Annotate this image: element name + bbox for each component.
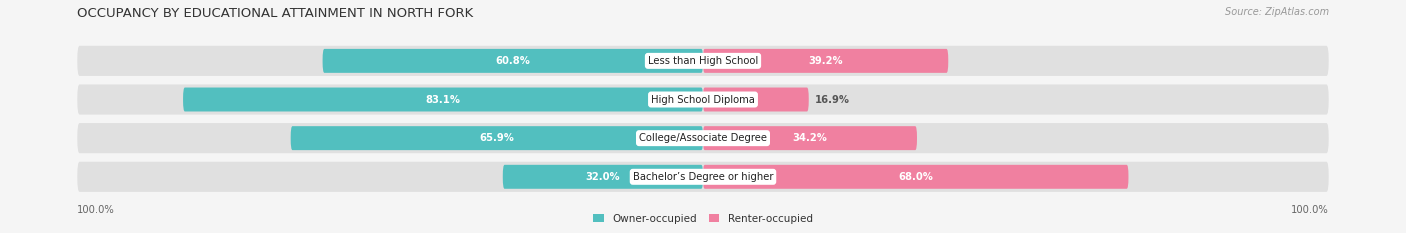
FancyBboxPatch shape bbox=[77, 84, 1329, 115]
Text: 100.0%: 100.0% bbox=[77, 205, 115, 215]
FancyBboxPatch shape bbox=[503, 165, 703, 189]
FancyBboxPatch shape bbox=[703, 88, 808, 111]
Text: 83.1%: 83.1% bbox=[426, 95, 461, 105]
FancyBboxPatch shape bbox=[703, 49, 948, 73]
Text: 32.0%: 32.0% bbox=[585, 172, 620, 182]
FancyBboxPatch shape bbox=[703, 165, 1129, 189]
FancyBboxPatch shape bbox=[291, 126, 703, 150]
FancyBboxPatch shape bbox=[77, 46, 1329, 76]
FancyBboxPatch shape bbox=[322, 49, 703, 73]
FancyBboxPatch shape bbox=[77, 162, 1329, 192]
FancyBboxPatch shape bbox=[703, 126, 917, 150]
Text: 60.8%: 60.8% bbox=[495, 56, 530, 66]
Text: 39.2%: 39.2% bbox=[808, 56, 844, 66]
Text: Less than High School: Less than High School bbox=[648, 56, 758, 66]
FancyBboxPatch shape bbox=[77, 123, 1329, 153]
Legend: Owner-occupied, Renter-occupied: Owner-occupied, Renter-occupied bbox=[589, 209, 817, 228]
FancyBboxPatch shape bbox=[183, 88, 703, 111]
Text: 68.0%: 68.0% bbox=[898, 172, 934, 182]
Text: 65.9%: 65.9% bbox=[479, 133, 515, 143]
Text: 34.2%: 34.2% bbox=[793, 133, 827, 143]
Text: Source: ZipAtlas.com: Source: ZipAtlas.com bbox=[1225, 7, 1329, 17]
Text: High School Diploma: High School Diploma bbox=[651, 95, 755, 105]
Text: College/Associate Degree: College/Associate Degree bbox=[638, 133, 768, 143]
Text: OCCUPANCY BY EDUCATIONAL ATTAINMENT IN NORTH FORK: OCCUPANCY BY EDUCATIONAL ATTAINMENT IN N… bbox=[77, 7, 474, 20]
Text: 16.9%: 16.9% bbox=[815, 95, 851, 105]
Text: 100.0%: 100.0% bbox=[1291, 205, 1329, 215]
Text: Bachelor’s Degree or higher: Bachelor’s Degree or higher bbox=[633, 172, 773, 182]
